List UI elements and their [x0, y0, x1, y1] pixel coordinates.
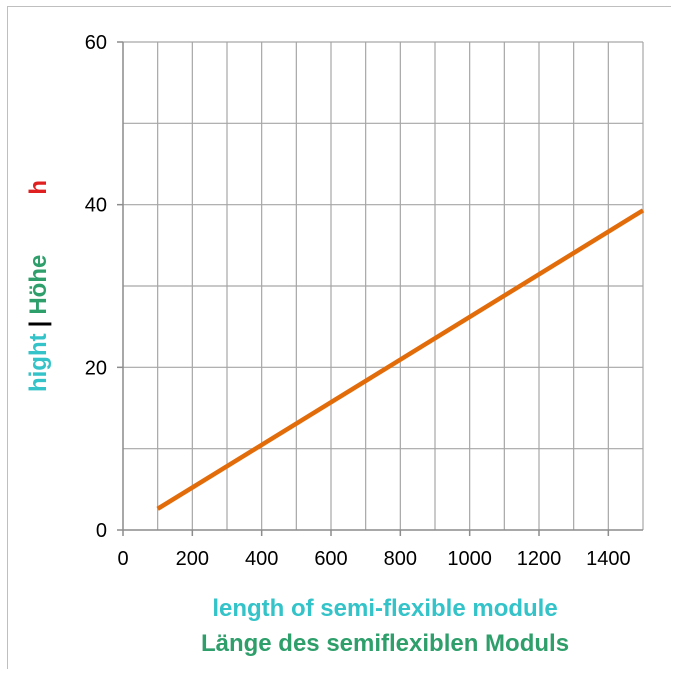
y-tick-label: 40 — [85, 195, 107, 217]
y-tick-label: 20 — [85, 357, 107, 379]
x-tick-label: 1000 — [447, 548, 492, 570]
x-tick-labels: 0 200 400 600 800 1000 1200 1400 — [117, 548, 630, 570]
grid — [123, 41, 644, 530]
x-tick-label: 1200 — [517, 548, 562, 570]
axes — [117, 41, 643, 536]
x-tick-label: 400 — [245, 548, 278, 570]
y-tick-labels: 0 20 40 60 — [85, 32, 107, 542]
y-axis-title-separator: | — [25, 321, 52, 328]
series-line — [156, 208, 645, 511]
x-axis-title-en: length of semi-flexible module — [212, 595, 557, 622]
y-axis-title-symbol: h — [25, 180, 52, 195]
x-tick-label: 200 — [176, 548, 209, 570]
chart-frame — [7, 6, 671, 669]
x-tick-label: 1400 — [586, 548, 631, 570]
x-axis-title: length of semi-flexible module Länge des… — [201, 595, 569, 657]
y-axis-title: hight | Höhe h — [25, 180, 52, 392]
x-tick-label: 0 — [117, 548, 128, 570]
x-tick-label: 800 — [384, 548, 417, 570]
x-tick-label: 600 — [314, 548, 347, 570]
y-axis-title-de: Höhe — [25, 255, 52, 315]
x-axis-title-de: Länge des semiflexiblen Moduls — [201, 630, 569, 657]
y-tick-label: 0 — [96, 520, 107, 542]
y-axis-title-en: hight — [25, 333, 52, 392]
y-tick-label: 60 — [85, 32, 107, 54]
svg-text:hight|Höheh: hight | Höhe h — [25, 180, 52, 392]
series-group — [156, 208, 645, 511]
